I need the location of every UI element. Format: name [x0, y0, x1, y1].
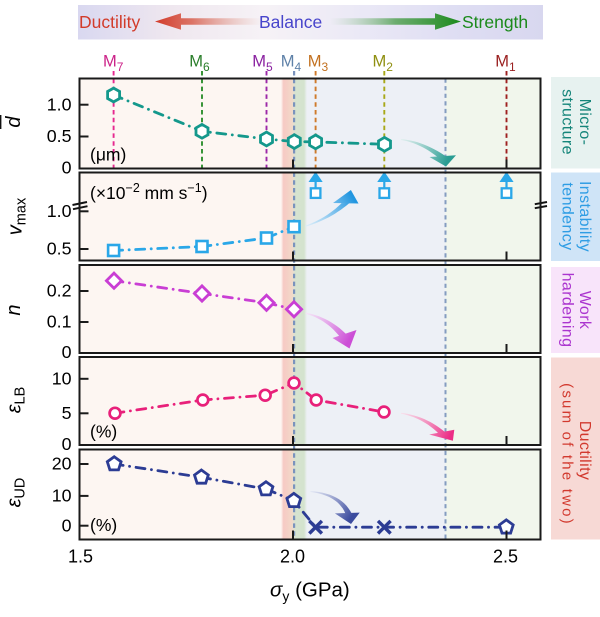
svg-text:M3: M3 — [308, 53, 329, 75]
svg-text:(%): (%) — [90, 422, 117, 442]
svg-text:Work: Work — [576, 291, 593, 330]
svg-text:Ductility: Ductility — [576, 421, 593, 481]
svg-text:10: 10 — [52, 486, 72, 506]
svg-text:0.5: 0.5 — [47, 239, 72, 259]
svg-text:vmax: vmax — [5, 197, 30, 235]
svg-text:Ductility: Ductility — [79, 12, 141, 32]
svg-text:1.0: 1.0 — [47, 94, 72, 114]
svg-text:d: d — [3, 116, 25, 128]
svg-text:0: 0 — [62, 158, 72, 178]
svg-text:M1: M1 — [495, 53, 516, 75]
svg-text:M7: M7 — [103, 53, 124, 75]
svg-text:M5: M5 — [252, 53, 273, 75]
svg-text:2.5: 2.5 — [493, 547, 518, 567]
svg-text:0: 0 — [62, 342, 72, 362]
svg-text:5: 5 — [62, 403, 72, 423]
svg-text:0.5: 0.5 — [47, 126, 72, 146]
svg-text:0: 0 — [62, 515, 72, 535]
svg-text:hardening: hardening — [559, 273, 576, 348]
svg-text:(×10−2 mm s−1): (×10−2 mm s−1) — [90, 181, 208, 203]
svg-text:tendency: tendency — [559, 182, 576, 250]
svg-text:M6: M6 — [189, 53, 210, 75]
svg-text:n: n — [3, 304, 25, 315]
svg-text:structure: structure — [559, 89, 576, 155]
svg-text:σy (GPa): σy (GPa) — [270, 579, 350, 605]
svg-text:εLB: εLB — [4, 387, 29, 414]
svg-text:1.5: 1.5 — [68, 547, 93, 567]
svg-text:10: 10 — [52, 369, 72, 389]
svg-text:0: 0 — [62, 434, 72, 454]
svg-text:M4: M4 — [281, 53, 302, 75]
svg-text:2.0: 2.0 — [280, 547, 305, 567]
svg-text:Micro-: Micro- — [576, 99, 593, 146]
svg-text:Instability: Instability — [576, 181, 593, 252]
svg-text:εUD: εUD — [4, 478, 29, 508]
svg-text:1.0: 1.0 — [47, 201, 72, 221]
svg-text:(μm): (μm) — [90, 145, 126, 165]
svg-text:0.1: 0.1 — [47, 312, 72, 332]
svg-text:20: 20 — [52, 454, 72, 474]
svg-text:Balance: Balance — [259, 12, 322, 32]
svg-text:(sum of the two): (sum of the two) — [559, 383, 576, 526]
svg-text:0.2: 0.2 — [47, 281, 72, 301]
svg-text:Strength: Strength — [462, 12, 528, 32]
svg-text:(%): (%) — [90, 515, 117, 535]
svg-text:M2: M2 — [373, 53, 394, 75]
